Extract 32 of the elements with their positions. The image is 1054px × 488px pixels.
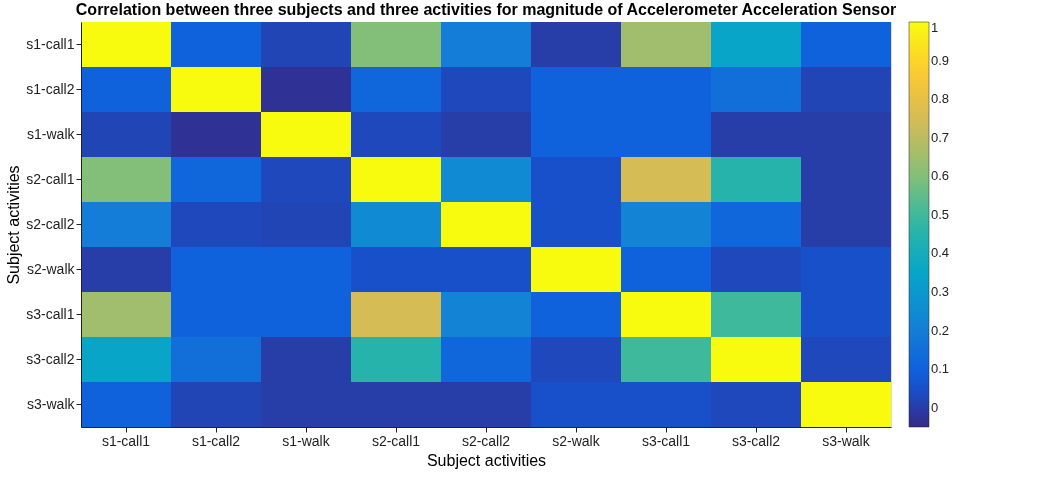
x-tick-label: s3-walk (822, 432, 871, 449)
x-tick-label: s1-walk (282, 432, 331, 449)
color-bar-label: 0.2 (931, 322, 950, 338)
y-tick-label: s3-call1 (26, 305, 75, 322)
color-bar-label: 1 (931, 20, 939, 35)
color-bar-label: 0.9 (931, 52, 950, 68)
chart-title: Correlation between three subjects and three activities for magnitude of Accelerometer Acceleration Sensor (75, 1, 897, 18)
y-axis-title: Subject activities (5, 165, 23, 285)
color-bar-label: 0.3 (931, 284, 950, 299)
color-bar-label: 0.6 (931, 168, 950, 184)
color-bar-label: 0.1 (931, 361, 950, 377)
color-bar-label: 0.8 (931, 91, 950, 107)
x-tick-label: s1-call2 (191, 432, 241, 449)
x-tick-label: s1-call1 (101, 432, 151, 449)
y-tick-label: s1-call1 (26, 35, 75, 52)
color-bar-label: 0.7 (931, 129, 950, 145)
y-tick-label: s3-call2 (26, 350, 75, 367)
x-tick-label: s2-walk (552, 432, 601, 449)
color-bar-label: 0.4 (931, 245, 950, 261)
y-tick-label: s1-walk (27, 125, 76, 142)
x-tick-label: s3-call1 (641, 432, 691, 449)
y-tick-label: s1-call2 (26, 80, 75, 97)
x-tick-label: s3-call2 (731, 432, 781, 449)
color-bar-label: 0 (931, 399, 939, 415)
x-axis-title: Subject activities (426, 451, 547, 469)
x-tick-label: s2-call2 (461, 432, 511, 449)
y-tick-label: s2-call2 (26, 215, 75, 232)
y-tick-label: s2-walk (27, 260, 76, 277)
color-bar-label: 0.5 (931, 206, 950, 222)
y-tick-label: s2-call1 (26, 170, 75, 187)
x-tick-label: s2-call1 (371, 432, 421, 449)
y-tick-label: s3-walk (27, 395, 76, 412)
